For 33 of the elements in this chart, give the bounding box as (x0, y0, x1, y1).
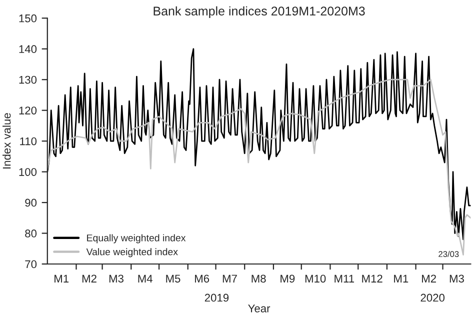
x-tick-label: M6 (195, 274, 210, 283)
chart-title: Bank sample indices 2019M1-2020M3 (154, 6, 365, 18)
y-tick-label: 140 (19, 45, 37, 54)
y-tick-label: 100 (19, 168, 37, 176)
annotation: 23/03 (438, 250, 459, 258)
legend-label: Equally weighted index (87, 234, 186, 244)
x-tick-label: M11 (334, 274, 354, 282)
x-tick-label: M3 (109, 274, 124, 283)
y-tick-label: 80 (25, 230, 37, 238)
x-tick-label: M2 (82, 274, 96, 282)
x-tick-label: M8 (252, 274, 266, 283)
line-series (47, 78, 471, 256)
x-tick-label: M4 (138, 274, 152, 282)
y-tick-label: 150 (19, 14, 37, 22)
legend-label: Value weighted index (86, 248, 178, 258)
x-tick-label: M5 (166, 274, 180, 283)
y-tick-label: 90 (25, 198, 37, 207)
y-tick-label: 110 (20, 137, 37, 146)
x-tick-label: M1 (54, 274, 69, 282)
x-tick-label: M3 (450, 274, 464, 283)
y-tick-label: 70 (25, 260, 37, 268)
x-tick-label: M1 (394, 274, 408, 282)
text: 2020 (420, 294, 445, 302)
text: 2019 (204, 294, 229, 302)
y-tick-label: 120 (19, 106, 37, 114)
y-axis-title: Index value (2, 113, 11, 168)
x-tick-label: M9 (280, 274, 295, 283)
x-axis-title: Year (248, 304, 270, 312)
x-tick-label: M7 (222, 274, 237, 282)
x-tick-label: M10 (305, 274, 326, 283)
x-tick-label: M2 (422, 274, 436, 282)
y-tick-label: 130 (19, 76, 37, 84)
x-tick-label: M12 (362, 274, 382, 282)
